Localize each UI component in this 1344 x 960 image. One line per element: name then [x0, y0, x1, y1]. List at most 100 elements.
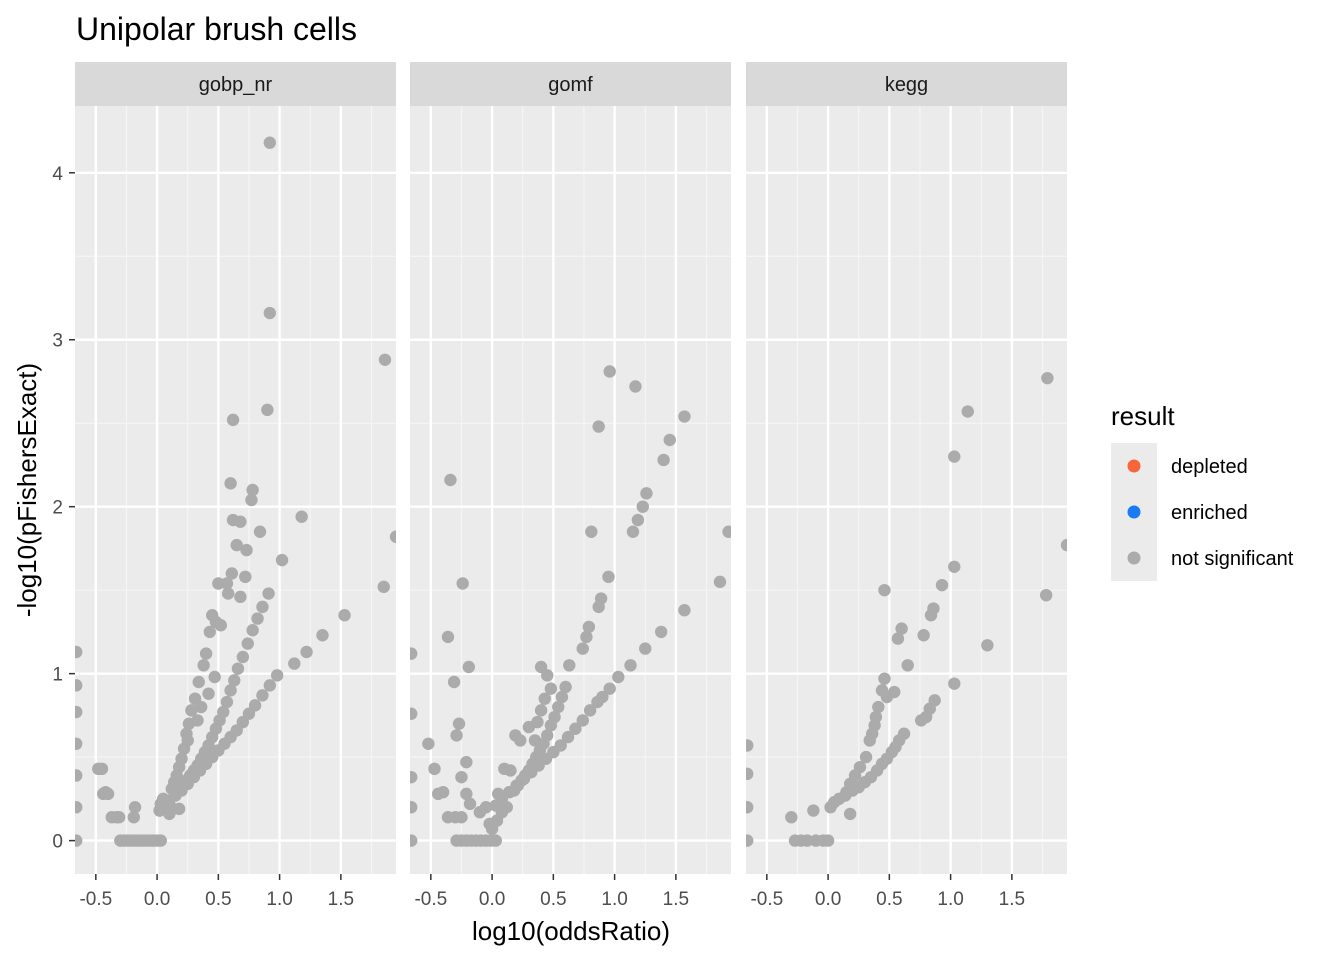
data-point — [1041, 371, 1054, 385]
data-point — [891, 632, 905, 645]
data-point — [663, 433, 676, 447]
data-point — [225, 567, 239, 580]
data-point — [872, 700, 885, 714]
data-point — [863, 734, 876, 747]
data-point — [127, 811, 141, 824]
data-point — [531, 715, 544, 729]
x-tick-label: 0.0 — [479, 889, 505, 910]
data-point — [479, 801, 493, 814]
data-point — [585, 525, 598, 538]
data-point — [245, 493, 258, 507]
data-point — [559, 680, 572, 694]
data-point — [447, 675, 461, 689]
data-point — [626, 525, 640, 538]
data-point — [917, 629, 930, 642]
legend: result depleted enriched not significant — [1111, 401, 1294, 581]
facet-strip — [410, 62, 731, 106]
legend-entries: depleted enriched not significant — [1127, 456, 1294, 570]
plot-background — [746, 106, 1067, 874]
facet-strip-label: kegg — [885, 74, 928, 96]
data-point — [602, 570, 615, 584]
data-point — [251, 612, 264, 625]
data-point — [246, 483, 259, 497]
data-points — [746, 371, 1067, 847]
data-point — [154, 834, 167, 847]
facet-strip-label: gomf — [548, 74, 593, 96]
facet-strip — [75, 62, 396, 106]
y-tick-label: 4 — [52, 164, 63, 185]
data-point — [230, 538, 243, 552]
data-point — [246, 624, 259, 637]
data-point — [221, 587, 235, 600]
data-point — [961, 405, 974, 418]
data-point — [197, 659, 210, 672]
data-point — [561, 730, 575, 744]
panel-kegg: kegg -0.5 0.0 0.5 1.0 1.5 — [746, 62, 1067, 910]
data-point — [544, 682, 558, 695]
data-point — [878, 672, 891, 685]
data-point — [128, 801, 142, 814]
data-point — [603, 365, 616, 378]
data-point — [295, 510, 308, 523]
x-tick-label: 1.5 — [663, 889, 689, 910]
data-point — [450, 729, 463, 742]
data-point — [463, 797, 477, 811]
data-point — [544, 719, 558, 732]
data-points — [410, 365, 731, 847]
y-axis: 0 1 2 3 4 — [52, 164, 75, 853]
data-point — [591, 695, 604, 709]
y-tick-label: 1 — [52, 665, 63, 686]
data-point — [489, 834, 502, 847]
data-point — [569, 722, 582, 735]
data-point — [241, 637, 254, 650]
data-point — [462, 660, 476, 674]
data-point — [657, 453, 670, 467]
y-tick-label: 3 — [52, 331, 63, 352]
data-point — [231, 662, 245, 675]
data-point — [75, 679, 83, 692]
data-point — [915, 714, 928, 727]
facet-strip — [746, 62, 1067, 106]
data-point — [538, 692, 551, 705]
data-point — [489, 799, 502, 812]
data-point — [428, 762, 441, 776]
data-point — [410, 801, 418, 814]
data-point — [192, 675, 205, 689]
y-axis-title: -log10(pFishersExact) — [12, 363, 42, 617]
legend-key-not-significant — [1127, 551, 1141, 565]
data-point — [948, 450, 961, 463]
x-axis-title: log10(oddsRatio) — [472, 916, 670, 946]
data-point — [603, 682, 616, 695]
data-point — [224, 477, 237, 490]
x-tick-label: -0.5 — [750, 889, 783, 910]
data-point — [541, 669, 554, 682]
data-point — [455, 770, 468, 784]
data-point — [236, 650, 250, 664]
data-point — [212, 577, 225, 590]
data-point — [263, 679, 277, 692]
data-point — [75, 737, 83, 750]
data-point — [410, 707, 418, 720]
data-point — [746, 739, 754, 752]
data-point — [639, 642, 652, 655]
x-tick-label: 0.0 — [144, 889, 170, 910]
x-tick-label: 0.0 — [815, 889, 841, 910]
data-point — [410, 834, 418, 847]
data-point — [234, 590, 247, 604]
data-point — [859, 750, 873, 764]
data-point — [75, 705, 83, 719]
data-point — [270, 669, 284, 682]
data-point — [224, 684, 237, 697]
data-point — [261, 403, 274, 417]
x-tick-label: 0.5 — [540, 889, 566, 910]
data-point — [746, 801, 754, 814]
data-point — [901, 659, 914, 672]
x-tick-label: 0.5 — [876, 889, 902, 910]
x-tick-label: -0.5 — [79, 889, 112, 910]
data-point — [220, 695, 234, 709]
data-point — [824, 801, 837, 814]
data-point — [576, 642, 589, 655]
data-point — [555, 690, 569, 704]
data-point — [199, 647, 213, 660]
legend-title: result — [1111, 401, 1175, 431]
